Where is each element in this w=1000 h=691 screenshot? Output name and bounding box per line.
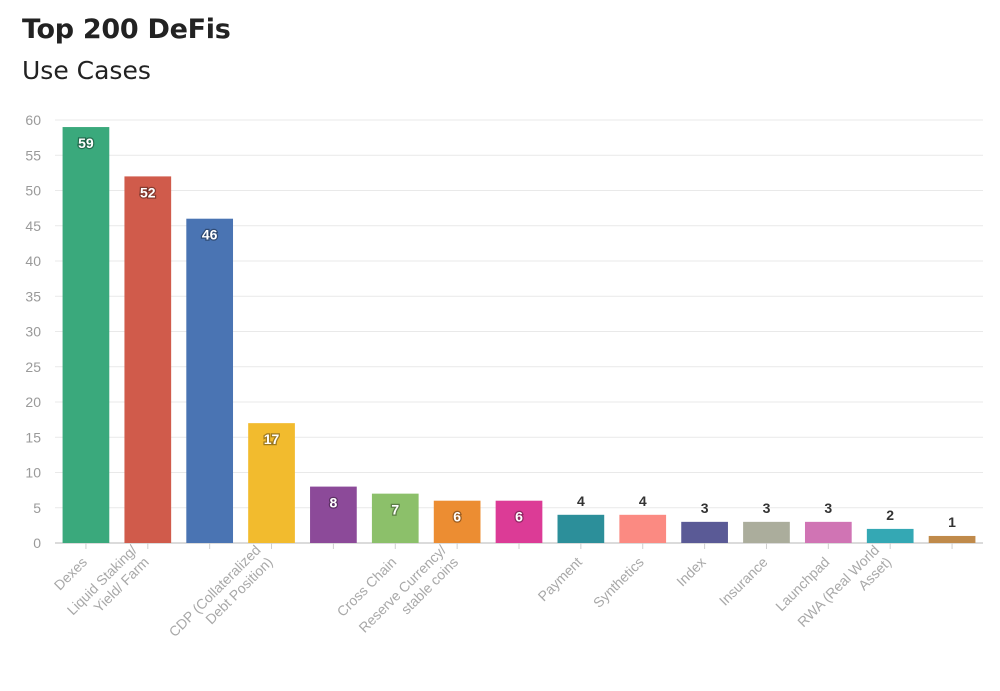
- data-label: 2: [886, 507, 894, 523]
- chart-subtitle: Use Cases: [22, 56, 151, 85]
- data-label: 17: [264, 431, 280, 447]
- y-tick-label: 20: [25, 394, 41, 410]
- y-tick-label: 30: [25, 324, 41, 340]
- data-label: 3: [824, 500, 832, 516]
- y-tick-label: 0: [33, 535, 41, 551]
- x-tick-label-line: Insurance: [716, 554, 771, 609]
- y-tick-label: 50: [25, 183, 41, 199]
- data-label: 6: [453, 509, 461, 525]
- data-label: 4: [639, 493, 647, 509]
- y-tick-label: 45: [25, 218, 41, 234]
- bar: [310, 486, 357, 543]
- y-tick-label: 5: [33, 500, 41, 516]
- bar: [62, 127, 110, 544]
- y-tick-label: 40: [25, 253, 41, 269]
- data-label: 46: [202, 227, 218, 243]
- bar: [743, 521, 790, 543]
- x-tick-label-line: Synthetics: [590, 554, 647, 611]
- y-tick-label: 25: [25, 359, 41, 375]
- x-tick-label: Index: [673, 554, 709, 590]
- bar: [557, 514, 605, 543]
- y-tick-label: 55: [25, 147, 41, 163]
- x-tick-label: Synthetics: [590, 554, 647, 611]
- bar: [371, 493, 419, 543]
- bar: [495, 500, 543, 543]
- bar: [124, 176, 172, 543]
- x-tick-label: Insurance: [716, 554, 771, 609]
- bar: [804, 521, 852, 543]
- bar: [433, 500, 481, 543]
- y-tick-label: 10: [25, 465, 41, 481]
- x-tick-label: Reserve Currency/stable coins: [355, 542, 461, 636]
- data-label: 52: [140, 184, 156, 200]
- bar: [248, 423, 295, 543]
- y-tick-label: 15: [25, 429, 41, 445]
- y-axis: 0 5 10 15 20 25 30 35 40 45 50 55 60: [25, 112, 41, 551]
- chart-title: Top 200 DeFis: [22, 14, 231, 45]
- x-tick-label-line: Index: [673, 554, 709, 590]
- data-label: 59: [78, 135, 94, 151]
- x-tick-label: Payment: [535, 554, 585, 604]
- data-label: 8: [330, 495, 338, 511]
- data-label: 6: [515, 509, 523, 525]
- bar: [186, 218, 234, 543]
- data-label: 4: [577, 493, 585, 509]
- data-label: 7: [391, 502, 399, 518]
- bar: [928, 535, 976, 543]
- bars: 59 52 46 17 8 7 6 6 4 4 3 3 3 2 1: [62, 127, 976, 544]
- bar: [681, 521, 728, 543]
- bar: [619, 514, 667, 543]
- y-tick-label: 35: [25, 288, 41, 304]
- data-label: 1: [948, 514, 956, 530]
- y-tick-label: 60: [25, 112, 41, 128]
- data-label: 3: [701, 500, 709, 516]
- bar: [866, 528, 914, 543]
- x-tick-label-line: Payment: [535, 554, 585, 604]
- data-label: 3: [763, 500, 771, 516]
